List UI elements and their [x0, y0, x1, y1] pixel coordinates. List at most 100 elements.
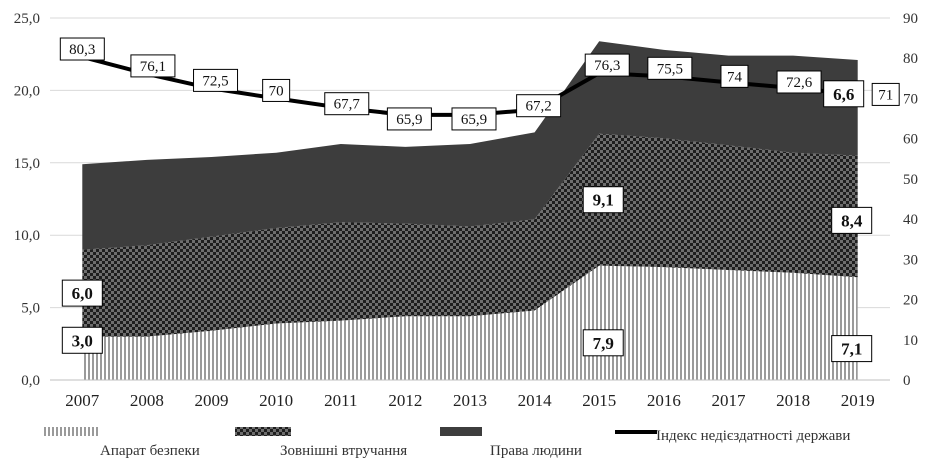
value-label-text: 6,0 [72, 284, 93, 303]
axes: 0,0 5,0 10,0 15,0 20,0 25,0 0 10 20 30 40 50 60 70 80 9… [14, 11, 918, 410]
left-axis-tick-label: 10,0 [14, 228, 40, 244]
right-axis-tick-label: 40 [903, 212, 918, 228]
index-label-box [59, 37, 105, 61]
value-label-box [823, 80, 865, 108]
area-vertical-stripes [82, 265, 858, 380]
index-label-box [776, 70, 822, 94]
right-axis-tick-label: 10 [903, 333, 918, 349]
index-value-label: 76,3 [584, 53, 630, 77]
x-axis-tick-label: 2009 [195, 391, 229, 410]
index-label-box [324, 92, 370, 116]
index-label-text: 72,6 [786, 75, 813, 91]
series-value-label: 7,1 [831, 335, 873, 363]
right-axis-tick-label: 80 [903, 51, 918, 67]
x-axis-tick-label: 2016 [647, 391, 681, 410]
area-checker [82, 133, 858, 337]
value-label-box [831, 206, 873, 234]
value-label-text: 6,6 [833, 85, 854, 104]
index-label-text: 67,7 [334, 97, 361, 113]
value-label-box [582, 329, 624, 357]
index-value-label: 65,9 [451, 107, 497, 131]
index-value-label: 71 [871, 82, 900, 106]
index-label-text: 70 [269, 83, 284, 99]
index-label-box [516, 94, 562, 118]
areas [82, 41, 858, 380]
legend-item: Права людини [440, 427, 582, 459]
legend-label: Індекс недієздатності держави [656, 428, 850, 444]
index-label-text: 76,1 [140, 59, 166, 75]
series-value-label: 6,0 [61, 279, 103, 307]
index-value-label: 76,1 [130, 54, 176, 78]
left-axis-tick-label: 25,0 [14, 11, 40, 27]
right-axis-tick-label: 20 [903, 293, 918, 309]
value-label-box [582, 186, 624, 214]
value-label-text: 3,0 [72, 331, 93, 350]
right-axis-tick-label: 0 [903, 373, 911, 389]
index-value-label: 72,6 [776, 70, 822, 94]
area-solid-dark [82, 41, 858, 250]
x-axis-tick-label: 2019 [841, 391, 875, 410]
series-value-label: 7,9 [582, 329, 624, 357]
legend-swatch [44, 427, 100, 436]
index-label-text: 80,3 [69, 42, 95, 58]
index-label-box [871, 82, 900, 106]
index-label-text: 67,2 [525, 99, 551, 115]
index-label-text: 75,5 [657, 61, 683, 77]
left-axis-tick-label: 15,0 [14, 156, 40, 172]
legend-item: Індекс недієздатності держави [615, 428, 850, 444]
index-label-text: 71 [878, 87, 893, 103]
index-label-box [193, 68, 239, 92]
series-value-label: 9,1 [582, 186, 624, 214]
index-label-box [720, 64, 749, 88]
legend-swatch [235, 427, 291, 436]
x-axis-tick-label: 2008 [130, 391, 164, 410]
right-axis-tick-label: 30 [903, 252, 918, 268]
value-label-box [61, 326, 103, 354]
x-axis-tick-label: 2011 [324, 391, 357, 410]
legend-label: Права людини [490, 443, 582, 459]
x-axis-tick-label: 2012 [388, 391, 422, 410]
value-label-text: 7,9 [593, 334, 614, 353]
legend: Апарат безпеки Зовнішні втручання Права лю… [44, 427, 850, 459]
index-value-label: 80,3 [59, 37, 105, 61]
value-label-box [831, 335, 873, 363]
series-value-label: 6,6 [823, 80, 865, 108]
index-value-label: 65,9 [386, 107, 432, 131]
index-label-text: 65,9 [461, 112, 487, 128]
value-label-box [61, 279, 103, 307]
index-label-box [647, 56, 693, 80]
index-value-label: 67,7 [324, 92, 370, 116]
x-axis-tick-label: 2014 [518, 391, 553, 410]
legend-swatch [440, 427, 482, 436]
x-axis-tick-label: 2007 [65, 391, 100, 410]
legend-item: Апарат безпеки [44, 427, 200, 459]
left-axis-tick-label: 0,0 [21, 373, 40, 389]
legend-label: Апарат безпеки [100, 443, 200, 459]
right-axis-tick-label: 50 [903, 172, 918, 188]
index-label-box [584, 53, 630, 77]
index-value-label: 74 [720, 64, 749, 88]
x-axis-tick-label: 2017 [711, 391, 746, 410]
right-axis-tick-label: 70 [903, 91, 918, 107]
index-label-box [262, 78, 291, 102]
value-label-text: 9,1 [593, 191, 614, 210]
right-axis-tick-label: 60 [903, 132, 918, 148]
index-value-label: 75,5 [647, 56, 693, 80]
legend-item: Зовнішні втручання [235, 427, 407, 459]
x-axis-tick-label: 2013 [453, 391, 487, 410]
x-axis-tick-label: 2010 [259, 391, 293, 410]
value-label-text: 7,1 [841, 340, 862, 359]
index-value-label: 72,5 [193, 68, 239, 92]
index-label-box [386, 107, 432, 131]
index-label-text: 72,5 [202, 73, 228, 89]
index-value-label: 67,2 [516, 94, 562, 118]
series-value-label: 3,0 [61, 326, 103, 354]
index-label-text: 76,3 [594, 58, 620, 74]
index-value-label: 70 [262, 78, 291, 102]
data-labels: 80,3 76,1 72,5 70 67,7 65,9 65,9 67,2 76,3 75,5 74… [59, 37, 900, 363]
x-axis-tick-label: 2018 [776, 391, 810, 410]
series-value-label: 8,4 [831, 206, 873, 234]
right-axis-tick-label: 90 [903, 11, 918, 27]
